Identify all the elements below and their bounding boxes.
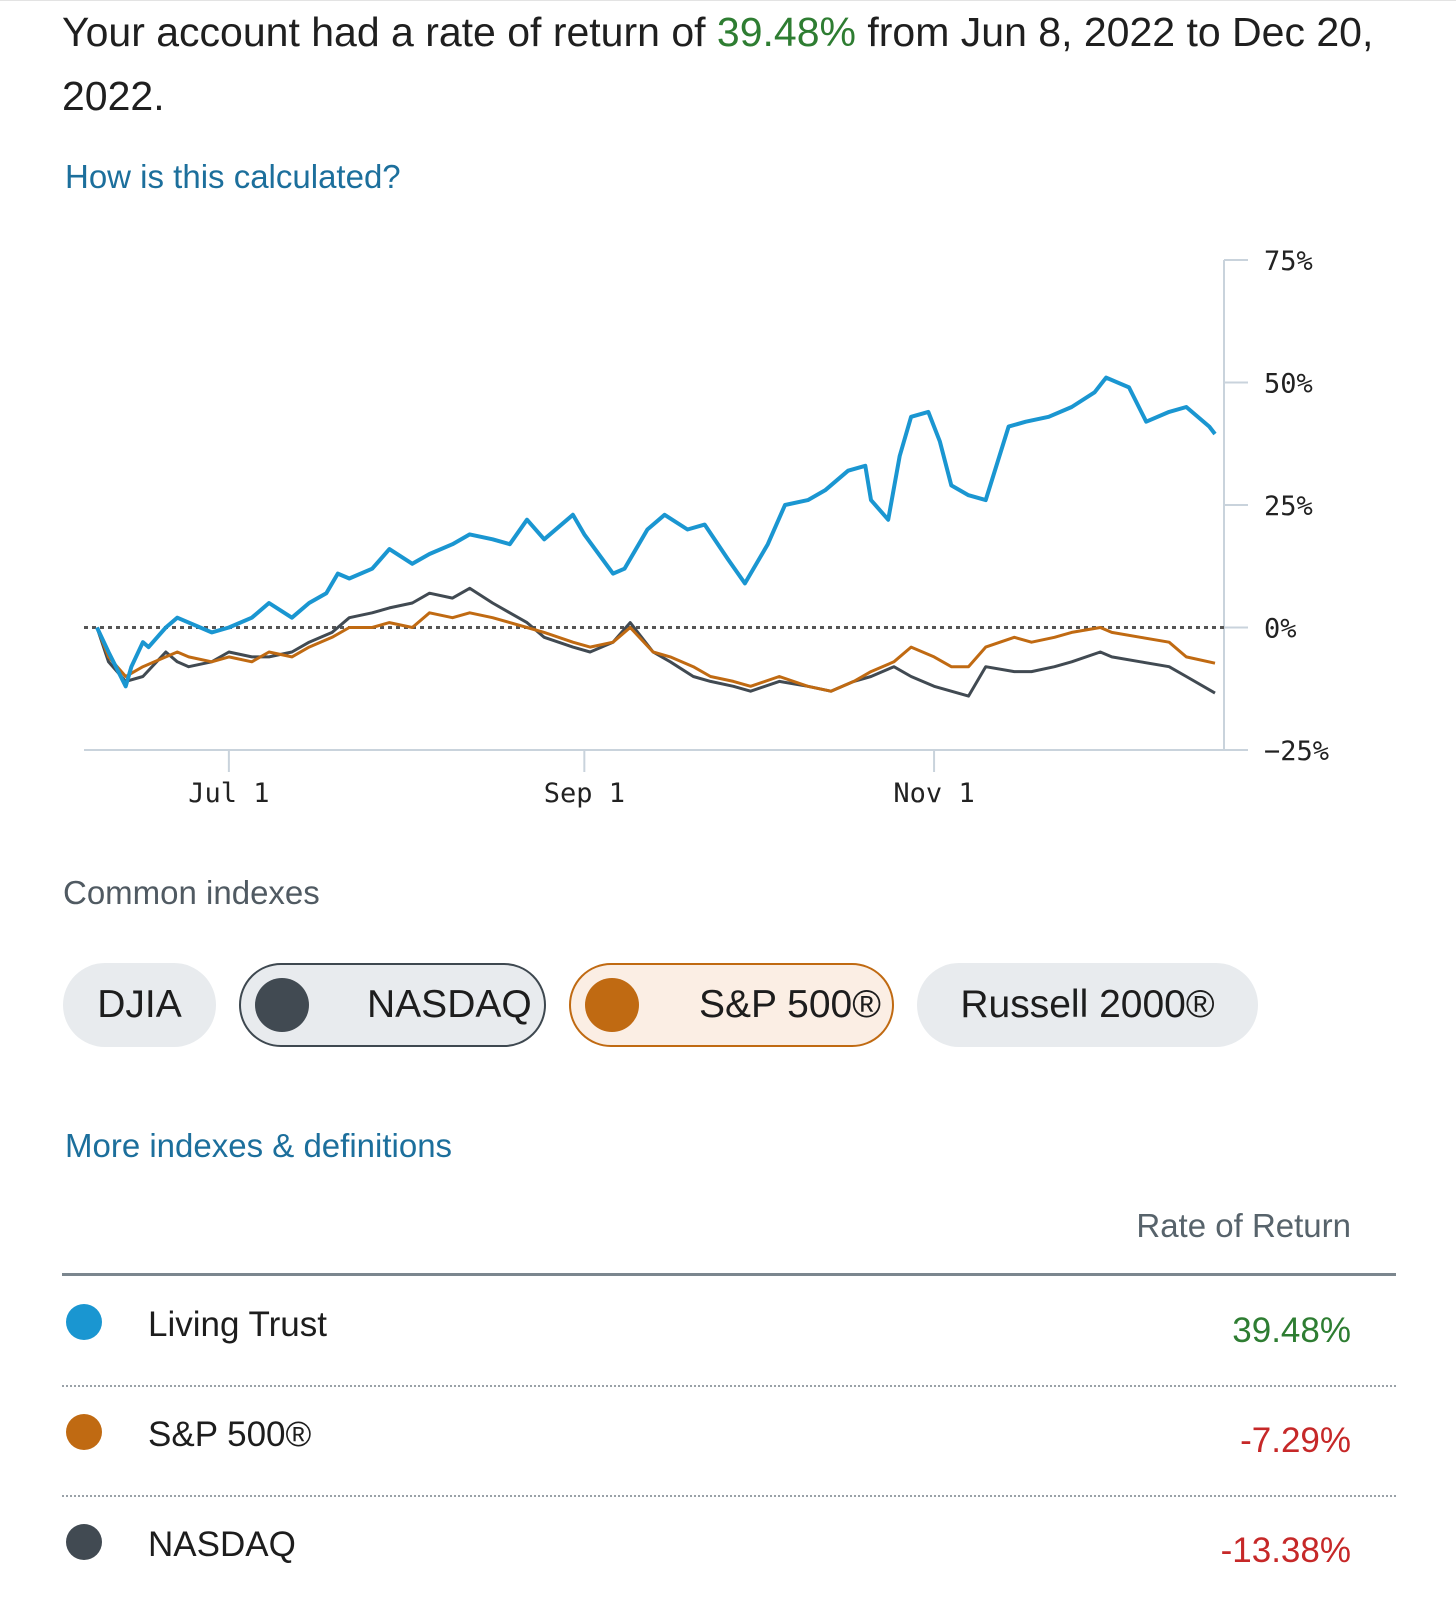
sp500-color-dot: [585, 978, 639, 1032]
return-summary: Your account had a rate of return of 39.…: [62, 0, 1422, 128]
summary-rate: 39.48%: [716, 9, 856, 55]
performance-chart: 75% 50% 25% 0% −25% Jul 1 Sep 1 Nov 1: [84, 246, 1329, 809]
russell2000-chip[interactable]: Russell 2000®: [917, 963, 1258, 1047]
table-row-sp500: S&P 500® -7.29%: [62, 1387, 1396, 1497]
y-tick-label: 50%: [1264, 369, 1313, 400]
row-name: S&P 500®: [148, 1415, 312, 1454]
chart-series: [95, 375, 1217, 698]
common-indexes-title: Common indexes: [63, 874, 320, 911]
row-separator: [62, 1495, 1396, 1497]
row-value: -7.29%: [1240, 1421, 1351, 1460]
djia-chip[interactable]: DJIA: [63, 963, 216, 1047]
chart-tick-labels: 75% 50% 25% 0% −25% Jul 1 Sep 1 Nov 1: [188, 246, 1329, 809]
sp500-chip-label: S&P 500®: [699, 983, 881, 1026]
table-row-living-trust: Living Trust 39.48%: [62, 1277, 1396, 1387]
nasdaq-row-color-dot: [66, 1524, 102, 1560]
top-divider: [0, 0, 1456, 5]
summary-suffix: from Jun 8, 2022 to Dec 20, 2022.: [62, 9, 1374, 119]
y-tick-label: 75%: [1264, 246, 1313, 277]
series-line-nasdaq: [95, 586, 1216, 698]
summary-prefix: Your account had a rate of return of: [62, 9, 717, 55]
y-tick-label: 0%: [1264, 614, 1297, 645]
djia-chip-label: DJIA: [97, 983, 182, 1026]
x-tick-label: Sep 1: [544, 778, 625, 809]
sp500-chip[interactable]: S&P 500®: [569, 963, 894, 1047]
more-indexes-link[interactable]: More indexes & definitions: [65, 1127, 453, 1164]
how-calculated-link[interactable]: How is this calculated?: [65, 158, 401, 195]
table-row-nasdaq: NASDAQ -13.38%: [62, 1497, 1396, 1607]
row-separator: [62, 1385, 1396, 1387]
row-name: Living Trust: [148, 1305, 327, 1344]
table-header-rule: [62, 1273, 1396, 1276]
chart-axes: [84, 259, 1248, 772]
nasdaq-chip[interactable]: NASDAQ: [239, 963, 546, 1047]
sp500-row-color-dot: [66, 1414, 102, 1450]
y-tick-label: 25%: [1264, 491, 1313, 522]
series-line-living-trust: [95, 375, 1217, 689]
row-value: 39.48%: [1232, 1311, 1351, 1350]
y-tick-label: −25%: [1264, 736, 1329, 767]
x-tick-label: Jul 1: [188, 778, 269, 809]
living-trust-color-dot: [66, 1304, 102, 1340]
russell2000-chip-label: Russell 2000®: [960, 983, 1215, 1026]
nasdaq-chip-label: NASDAQ: [367, 983, 532, 1026]
row-value: -13.38%: [1220, 1531, 1351, 1570]
nasdaq-color-dot: [255, 978, 309, 1032]
series-line-s-p-500: [95, 611, 1216, 693]
x-tick-label: Nov 1: [893, 778, 974, 809]
rate-of-return-header: Rate of Return: [1136, 1207, 1351, 1244]
row-name: NASDAQ: [148, 1525, 296, 1564]
